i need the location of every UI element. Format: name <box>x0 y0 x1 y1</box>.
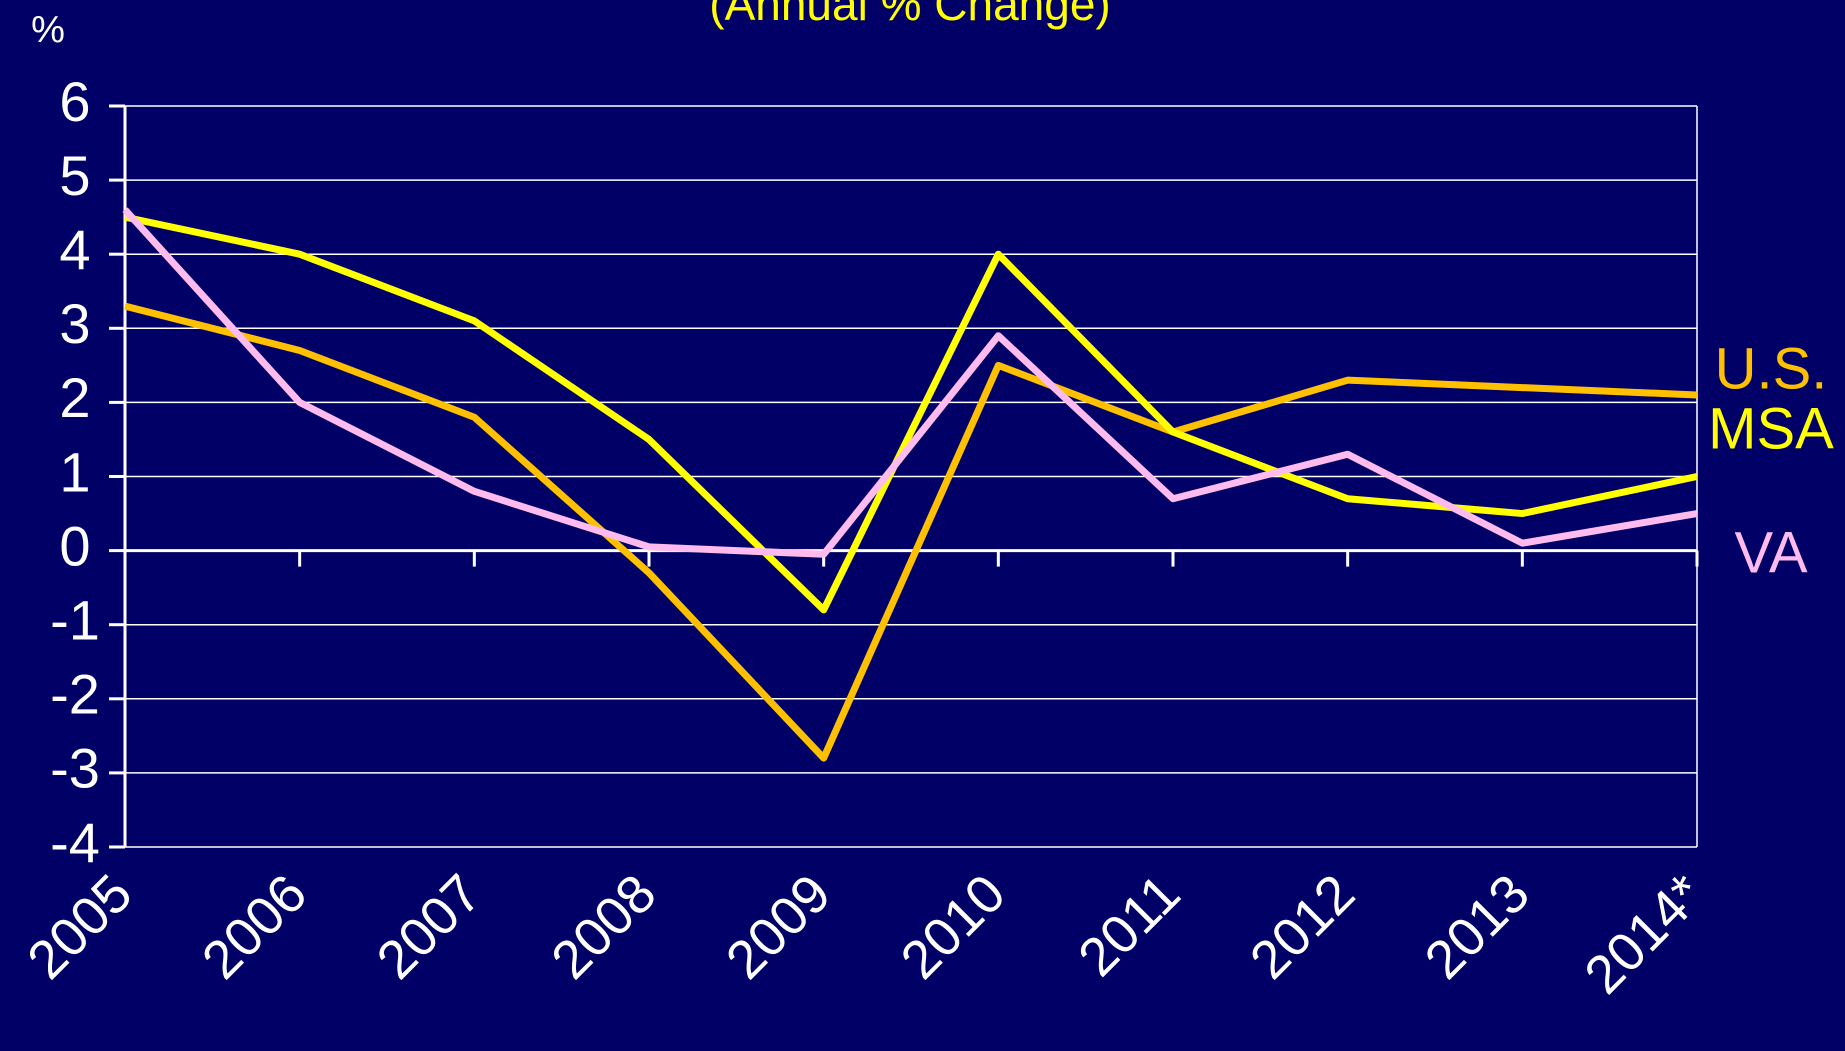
y-tick-label: -2 <box>50 663 100 726</box>
series-line <box>124 302 1698 762</box>
series-line <box>122 207 1698 558</box>
y-tick-label: -1 <box>50 588 100 651</box>
y-tick-label: -3 <box>50 737 100 800</box>
y-tick-label: 2 <box>59 366 90 429</box>
x-tick-label: 2005 <box>16 863 143 990</box>
y-tick-label: 5 <box>59 144 90 207</box>
y-tick-label: -4 <box>50 811 100 874</box>
series-label: VA <box>1734 520 1807 585</box>
x-tick-label: 2007 <box>366 863 493 990</box>
x-tick-label: 2012 <box>1239 863 1366 990</box>
y-axis-label: % <box>31 9 65 51</box>
x-tick-label: 2011 <box>1067 863 1192 988</box>
series-label: U.S. <box>1715 336 1828 401</box>
x-tick-label: 2010 <box>890 863 1017 990</box>
y-tick-label: 0 <box>59 514 90 577</box>
x-tick-label: 2009 <box>715 863 842 990</box>
x-tick-label: 2006 <box>191 863 318 990</box>
chart-title: (Annual % Change) <box>709 0 1110 30</box>
x-tick-label: 2013 <box>1414 863 1541 990</box>
x-tick-label: 2008 <box>540 863 667 990</box>
y-tick-label: 4 <box>59 218 90 281</box>
x-tick-label: 2014* <box>1573 863 1715 1005</box>
y-tick-label: 1 <box>59 440 90 503</box>
y-tick-label: 6 <box>59 70 90 133</box>
series-line <box>124 213 1698 614</box>
series-label: MSA <box>1708 396 1834 461</box>
y-tick-label: 3 <box>59 292 90 355</box>
